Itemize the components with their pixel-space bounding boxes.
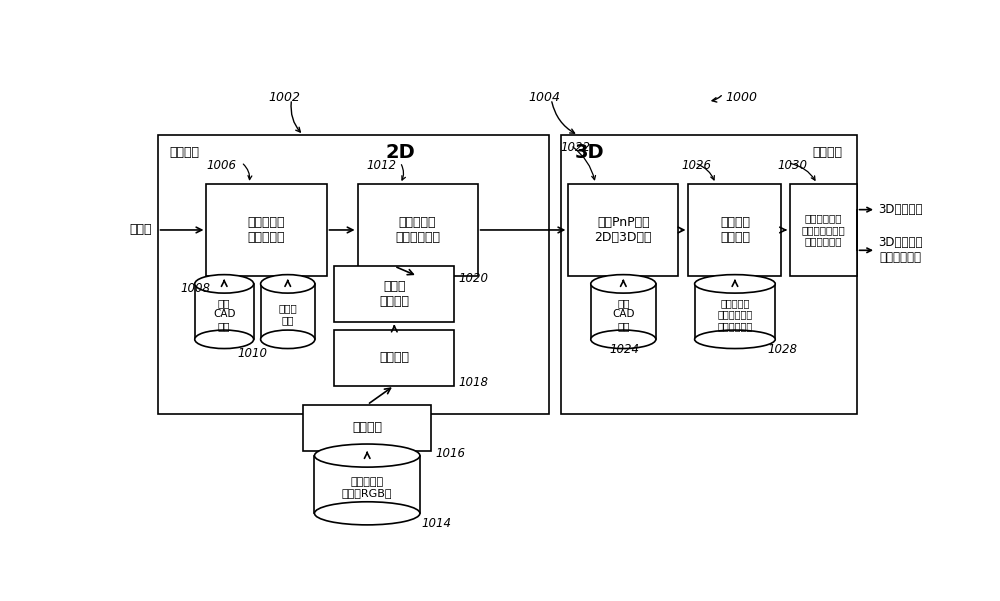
Text: 相机帧: 相机帧 — [129, 224, 151, 236]
Ellipse shape — [195, 330, 254, 349]
Ellipse shape — [591, 275, 656, 293]
Ellipse shape — [261, 275, 315, 293]
Text: 1024: 1024 — [609, 343, 639, 356]
Text: 1022: 1022 — [561, 141, 591, 154]
Ellipse shape — [314, 444, 420, 467]
Text: 1020: 1020 — [458, 272, 488, 285]
Ellipse shape — [195, 275, 254, 293]
Text: 数据处理: 数据处理 — [379, 352, 409, 364]
Bar — [158, 135, 549, 414]
Text: 域随机化: 域随机化 — [352, 421, 382, 435]
Bar — [695, 284, 775, 340]
Bar — [206, 184, 326, 276]
Ellipse shape — [591, 330, 656, 349]
Text: 套管机器人
模型以及相机
到套管的扩展: 套管机器人 模型以及相机 到套管的扩展 — [717, 297, 753, 331]
Text: 套管控制
参数拟合: 套管控制 参数拟合 — [720, 216, 750, 244]
Text: 1014: 1014 — [421, 517, 451, 530]
Text: 1004: 1004 — [528, 91, 560, 105]
Text: 1008: 1008 — [181, 282, 211, 295]
Text: 边界框生成
（重投影）: 边界框生成 （重投影） — [248, 216, 285, 244]
Text: 3D模型投影
以用于可视化: 3D模型投影 以用于可视化 — [878, 236, 923, 264]
Bar — [195, 284, 254, 340]
Text: 1012: 1012 — [367, 159, 397, 172]
Text: 套管
CAD
模型: 套管 CAD 模型 — [612, 297, 635, 331]
Text: 机器学习: 机器学习 — [169, 145, 199, 159]
Text: 几何优化: 几何优化 — [813, 145, 843, 159]
Text: 套管尖端估计
（使用扩展输入
或射线跟踪）: 套管尖端估计 （使用扩展输入 或射线跟踪） — [801, 213, 845, 246]
Bar — [303, 404, 431, 451]
Text: 套管
CAD
模型: 套管 CAD 模型 — [213, 297, 235, 331]
Text: 经由PnP计算
2D到3D变换: 经由PnP计算 2D到3D变换 — [595, 216, 652, 244]
Text: 1018: 1018 — [458, 376, 488, 389]
Text: 模拟的训练
数据（RGB）: 模拟的训练 数据（RGB） — [342, 477, 392, 498]
Bar — [591, 284, 656, 340]
Text: 1002: 1002 — [268, 91, 300, 105]
Text: 关键点检测
（深度学习）: 关键点检测 （深度学习） — [395, 216, 440, 244]
Ellipse shape — [314, 502, 420, 525]
Text: 2D: 2D — [385, 142, 415, 162]
Bar — [358, 184, 478, 276]
Bar — [261, 284, 315, 340]
Ellipse shape — [261, 330, 315, 349]
Bar — [334, 330, 454, 385]
Bar — [568, 184, 678, 276]
Text: 1010: 1010 — [237, 347, 267, 360]
Bar — [688, 184, 781, 276]
Bar — [561, 135, 857, 414]
Bar — [790, 184, 857, 276]
Text: 1028: 1028 — [767, 343, 797, 356]
Text: 1016: 1016 — [436, 447, 466, 460]
Text: 关键点
模型训练: 关键点 模型训练 — [379, 280, 409, 308]
Text: 1000: 1000 — [726, 91, 758, 105]
Ellipse shape — [695, 275, 775, 293]
Text: 3D套管尖端: 3D套管尖端 — [878, 203, 923, 216]
Text: 传感器
角度: 传感器 角度 — [278, 304, 297, 325]
Ellipse shape — [695, 330, 775, 349]
Text: 1030: 1030 — [778, 159, 808, 172]
Text: 1006: 1006 — [206, 159, 236, 172]
Bar — [314, 456, 420, 513]
Text: 1026: 1026 — [681, 159, 711, 172]
Text: 3D: 3D — [574, 142, 604, 162]
Bar — [334, 266, 454, 322]
